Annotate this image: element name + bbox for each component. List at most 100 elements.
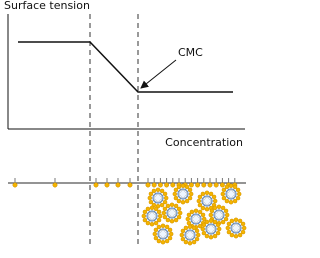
- micelle-head: [200, 205, 206, 211]
- micelle-head: [194, 236, 200, 242]
- micelle-head: [159, 202, 165, 208]
- micelle-head: [208, 212, 214, 218]
- micelle-head: [156, 209, 162, 215]
- micelle-head: [159, 188, 165, 194]
- micelle-head: [187, 187, 193, 193]
- x-axis-label: Concentration: [165, 136, 243, 149]
- micelle-head: [167, 227, 173, 233]
- micelle-head: [196, 198, 202, 204]
- micelle-head: [180, 199, 186, 205]
- surfactant-head: [127, 182, 133, 188]
- micelle-head: [197, 202, 203, 208]
- micelle-head: [204, 206, 210, 212]
- micelle-head: [215, 230, 221, 236]
- micelle-head: [176, 198, 182, 204]
- micelle-head: [204, 190, 210, 196]
- cmc-arrow: [140, 59, 177, 89]
- micelle-head: [194, 228, 200, 234]
- micelle-head: [188, 191, 194, 197]
- micelle-head: [145, 206, 151, 212]
- micelle-head: [176, 206, 182, 212]
- micelle-head: [221, 195, 227, 201]
- surfactant-head: [219, 182, 225, 188]
- micelle-head: [240, 221, 246, 227]
- micelle-head: [220, 191, 226, 197]
- micelle-head: [229, 218, 235, 224]
- micelle-head: [180, 236, 186, 242]
- micelle-head: [193, 208, 199, 214]
- micelle-head: [212, 205, 218, 211]
- micelle-head: [164, 224, 170, 230]
- micelle-head: [221, 187, 227, 193]
- surfactant-head: [115, 182, 121, 188]
- surfactant-head: [52, 182, 58, 188]
- micelle-head: [233, 233, 239, 239]
- micelle-head: [191, 225, 197, 231]
- micelle-head: [208, 218, 214, 224]
- micelle-head: [195, 232, 201, 238]
- micelle-head: [176, 214, 182, 220]
- micelle-head: [165, 203, 171, 209]
- micelle-head: [229, 232, 235, 238]
- micelle-head: [156, 217, 162, 223]
- micelle-head: [169, 202, 175, 208]
- micelle-head: [173, 217, 179, 223]
- micelle-head: [184, 198, 190, 204]
- micelle-head: [172, 191, 178, 197]
- micelle-head: [216, 204, 222, 210]
- micelle-head: [204, 219, 210, 225]
- micelle-head: [201, 216, 207, 222]
- surfactant-head: [157, 182, 163, 188]
- micelle-head: [187, 240, 193, 246]
- surfactant-head: [201, 182, 207, 188]
- micelle-head: [173, 195, 179, 201]
- micelle-head: [168, 231, 174, 237]
- micelle-head: [224, 198, 230, 204]
- micelle-head: [211, 194, 217, 200]
- micelle-head: [164, 238, 170, 244]
- surfactant-head: [195, 182, 201, 188]
- micelle-head: [223, 208, 229, 214]
- micelle-head: [155, 187, 161, 193]
- micelle-head: [187, 195, 193, 201]
- micelle-head: [176, 184, 182, 190]
- micelle-head: [162, 206, 168, 212]
- micelle-head: [215, 222, 221, 228]
- surfactant-head: [207, 182, 213, 188]
- micelle-head: [197, 194, 203, 200]
- micelle-head: [148, 199, 154, 205]
- surfactant-head: [93, 182, 99, 188]
- micelle-head: [180, 228, 186, 234]
- micelle-head: [235, 187, 241, 193]
- micelle-head: [145, 220, 151, 226]
- micelle-head: [232, 184, 238, 190]
- micelle-head: [167, 235, 173, 241]
- micelle-head: [225, 225, 231, 231]
- micelle-head: [216, 226, 222, 232]
- micelle-head: [224, 184, 230, 190]
- micelle-head: [208, 234, 214, 240]
- micelle-head: [153, 227, 159, 233]
- micelle-head: [212, 198, 218, 204]
- micelle-head: [200, 191, 206, 197]
- micelle-head: [161, 210, 167, 216]
- micelle-head: [149, 205, 155, 211]
- micelle-head: [141, 213, 147, 219]
- micelle-head: [212, 233, 218, 239]
- micelle-head: [232, 198, 238, 204]
- micelle-head: [220, 205, 226, 211]
- micelle-head: [237, 232, 243, 238]
- micelle-head: [153, 235, 159, 241]
- micelle-head: [156, 238, 162, 244]
- micelle-head: [184, 184, 190, 190]
- micelle-head: [162, 199, 168, 205]
- micelle-head: [148, 191, 154, 197]
- micelle-head: [228, 199, 234, 205]
- micelle-head: [200, 212, 206, 218]
- micelle-head: [177, 210, 183, 216]
- page: Surface tension Concentration CMC (() =>…: [4, 0, 247, 246]
- micelle-head: [183, 239, 189, 245]
- micelle-head: [189, 209, 195, 215]
- micelle-head: [165, 217, 171, 223]
- micelle-head: [142, 217, 148, 223]
